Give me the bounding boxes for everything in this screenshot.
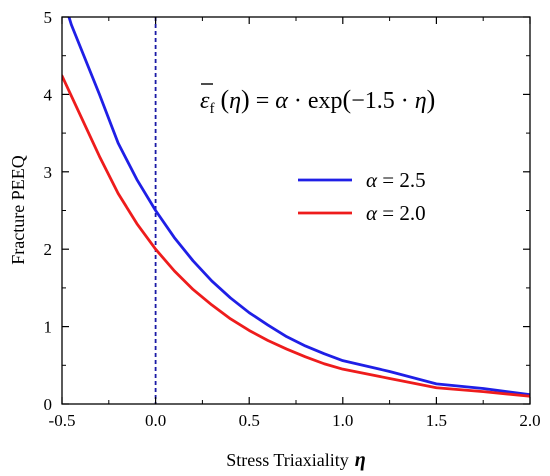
x-tick-label: 2.0 (519, 411, 540, 430)
series-line-1 (67, 17, 530, 397)
y-tick-label: 3 (44, 163, 53, 182)
eq-paren-close: ) (241, 85, 250, 114)
legend-alpha-value: = 2.5 (377, 168, 426, 192)
eq-paren-open: ( (220, 85, 229, 114)
y-tick-label: 5 (44, 8, 53, 27)
x-axis-eta-symbol: η (355, 449, 366, 471)
eq-sub-f: f (209, 101, 214, 117)
eq-dot2: · (395, 88, 415, 114)
x-axis-label: Stress Triaxiality η (226, 449, 366, 471)
equation-annotation: εf (η) = α · exp(−1.5 · η) (200, 83, 435, 117)
x-tick-label: 1.0 (332, 411, 353, 430)
series-layer (62, 17, 530, 398)
eq-eta2: η (415, 88, 427, 114)
x-axis-label-text: Stress Triaxiality (226, 450, 349, 470)
eq-paren2-close: ) (427, 85, 436, 114)
eq-epsilon: ε (200, 88, 210, 114)
x-tick-label: 0.0 (145, 411, 166, 430)
eq-exp: exp (308, 88, 343, 114)
legend-alpha-value: = 2.0 (377, 201, 426, 225)
x-tick-label: 0.5 (239, 411, 260, 430)
eq-dot: · (288, 88, 308, 114)
series-line-2 (62, 74, 530, 398)
eq-alpha: α (275, 88, 288, 114)
y-axis-label: Fracture PEEQ (8, 155, 28, 264)
eq-paren2-open: ( (343, 85, 352, 114)
eq-equals: = (250, 88, 276, 114)
y-tick-label: 1 (44, 318, 53, 337)
legend: α = 2.5α = 2.0 (298, 168, 426, 225)
eq-eta: η (229, 88, 241, 114)
eq-coef: −1.5 (351, 88, 395, 114)
y-tick-label: 4 (44, 85, 53, 104)
legend-label-2: α = 2.0 (366, 201, 426, 225)
y-tick-label: 0 (44, 395, 53, 414)
tick-layer: -0.5 0.0 0.5 1.0 1.5 2.0 0 1 2 3 4 5 (44, 8, 541, 430)
legend-alpha-symbol: α (366, 201, 378, 225)
x-tick-label: -0.5 (49, 411, 76, 430)
y-tick-label: 2 (44, 240, 53, 259)
x-tick-label: 1.5 (426, 411, 447, 430)
legend-alpha-symbol: α (366, 168, 378, 192)
plot-frame (61, 16, 531, 405)
svg-text:εf(η) = α · exp(−1.5 · η): εf (η) = α · exp(−1.5 · η) (200, 85, 435, 117)
legend-label-1: α = 2.5 (366, 168, 426, 192)
